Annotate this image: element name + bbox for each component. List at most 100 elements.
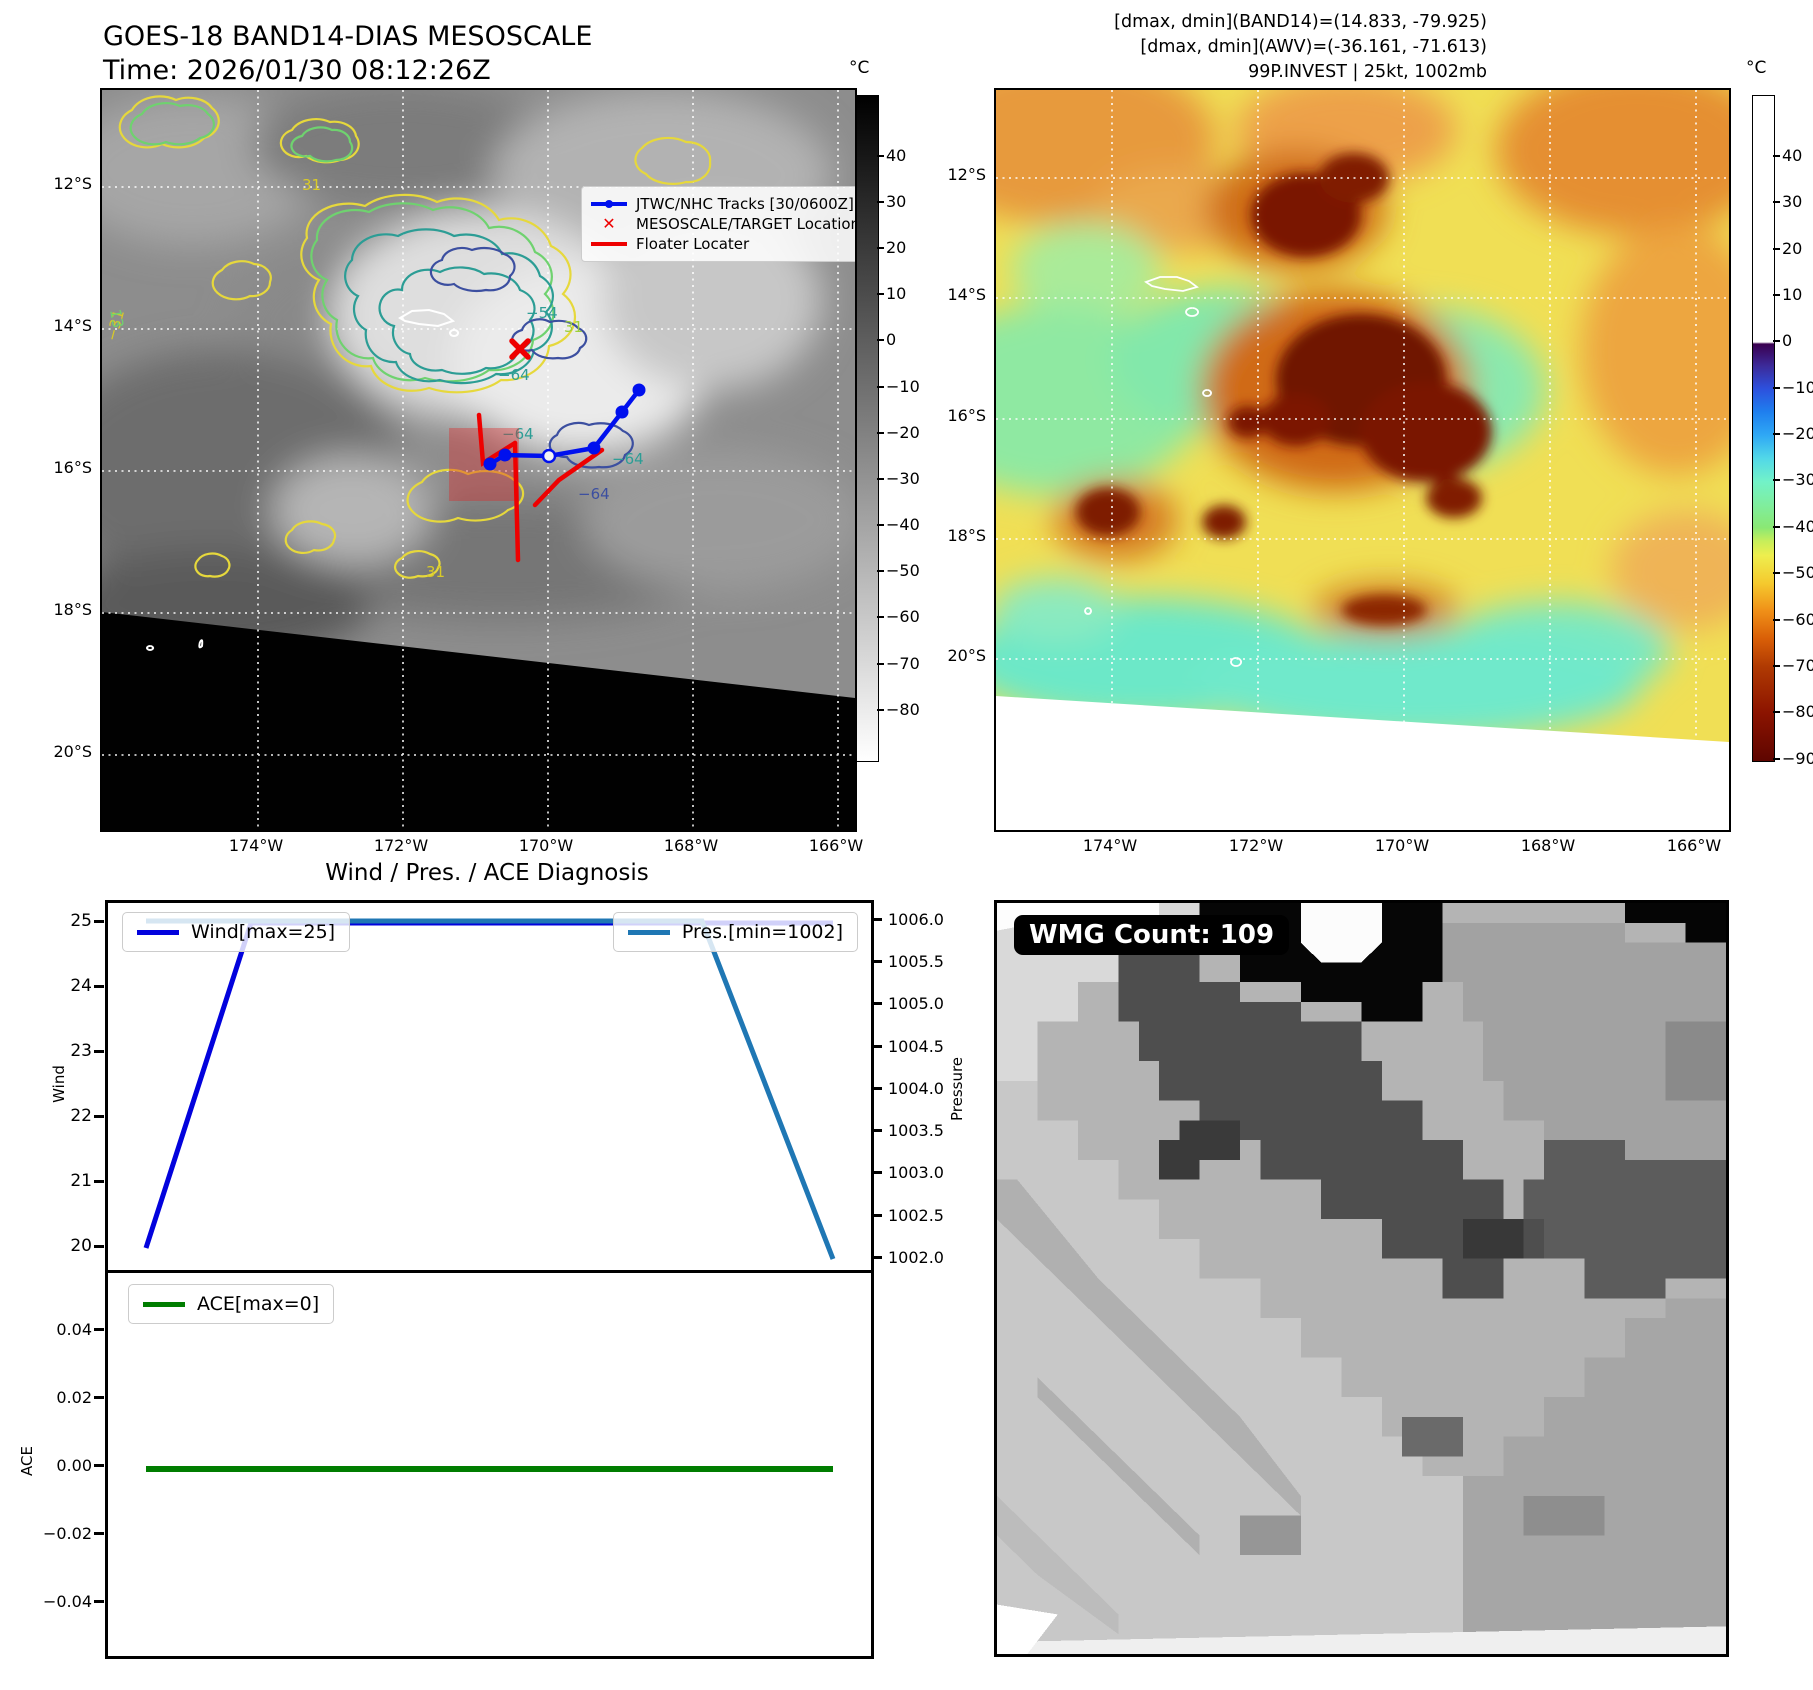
storm-info: [dmax, dmin](BAND14)=(14.833, -79.925) [… [1027,10,1487,85]
wmg-count-badge: WMG Count: 109 [1014,915,1290,955]
lon-label: 168°W [663,836,719,855]
wind-series-line [143,920,833,1249]
diagnosis-title: Wind / Pres. / ACE Diagnosis [325,860,649,886]
legend-row-track: JTWC/NHC Tracks [30/0600Z] [591,194,855,214]
ace-legend: ACE[max=0] [128,1284,335,1324]
wind-tick: 20 [52,1236,104,1256]
lat-label: 16°S [947,406,986,425]
legend-label: JTWC/NHC Tracks [30/0600Z] [636,195,854,213]
wind-legend-label: Wind[max=25] [191,921,336,943]
ace-tick: 0.00 [32,1456,104,1475]
ace-lines [146,1466,833,1472]
svg-text:31: 31 [564,318,583,336]
ace-tick: 0.04 [32,1320,104,1339]
pres-tick: 1005.5 [872,952,944,971]
legend-row-floater: Floater Locater [591,234,855,254]
wind-swatch-icon [137,929,179,935]
ace-legend-label: ACE[max=0] [197,1293,320,1315]
map-legend: JTWC/NHC Tracks [30/0600Z] ✕ MESOSCALE/T… [581,186,857,262]
lat-label: 16°S [53,458,92,477]
wind-tick: 23 [52,1041,104,1061]
ace-tick: 0.02 [32,1388,104,1407]
lat-label: 20°S [53,742,92,761]
lon-label: 168°W [1520,836,1576,855]
colorbar-unit: °C [849,58,870,78]
pres-tick: 1004.0 [872,1079,944,1098]
wind-axis-label: Wind [49,1065,68,1103]
pres-axis-label: Pressure [948,1056,967,1122]
cloud-texture [102,90,855,660]
info-line: [dmax, dmin](BAND14)=(14.833, -79.925) [1114,12,1487,32]
ir-map: 31 −31 −54 31 −64 −64 −64 −64 31 13 [100,88,857,832]
wmg-art [997,903,1726,1654]
lon-label: 172°W [1228,836,1284,855]
svg-text:−64: −64 [578,485,610,503]
wind-legend: Wind[max=25] [122,912,351,952]
pres-series-line [146,918,836,1260]
wind-pres-lines [143,918,836,1260]
lat-label: 12°S [53,174,92,193]
floater-line-icon [591,242,627,246]
lon-label: 170°W [518,836,574,855]
awv-colorbar [1752,95,1775,762]
lon-label: 172°W [373,836,429,855]
lat-label: 18°S [947,526,986,545]
wind-tick: 24 [52,976,104,996]
legend-row-target: ✕ MESOSCALE/TARGET Location [591,214,857,234]
legend-label: MESOSCALE/TARGET Location [636,215,857,233]
pres-tick: 1002.5 [872,1206,944,1225]
ace-chart [105,1270,874,1659]
ace-tick: −0.02 [32,1524,104,1543]
wind-tick: 25 [52,911,104,931]
ace-tick: −0.04 [32,1592,104,1611]
lon-label: 170°W [1374,836,1430,855]
no-data-wedge [102,612,855,830]
target-x-icon [509,338,531,360]
cold-cloud-cores [1076,153,1492,625]
lat-label: 18°S [53,600,92,619]
svg-text:13: 13 [106,308,127,330]
wind-tick: 22 [52,1106,104,1126]
wind-pres-chart [105,900,874,1273]
colorbar-unit: °C [1746,58,1767,78]
ace-swatch-icon [143,1301,185,1307]
pres-tick: 1003.5 [872,1121,944,1140]
lat-label: 12°S [947,165,986,184]
tl-title-block: GOES-18 BAND14-DIAS MESOSCALE Time: 2026… [103,20,592,88]
lat-label: 14°S [53,316,92,335]
ace-axis-label: ACE [17,1446,36,1476]
awv-map-art [996,90,1729,830]
graticule [102,90,855,830]
svg-text:−64: −64 [498,366,530,384]
pres-legend: Pres.[min=1002] [612,912,858,952]
track-line-icon [591,200,627,208]
lat-label: 20°S [947,646,986,665]
pres-tick: 1006.0 [872,910,944,929]
wind-tick: 21 [52,1171,104,1191]
lon-label: 166°W [808,836,864,855]
svg-text:31: 31 [426,563,445,581]
tl-time: Time: 2026/01/30 08:12:26Z [103,55,491,86]
lon-label: 166°W [1666,836,1722,855]
wmg-panel [994,900,1729,1657]
ir-colorbar [856,95,879,762]
lon-label: 174°W [1082,836,1138,855]
contour-labels: 31 −31 −54 31 −64 −64 −64 −64 31 13 [102,176,643,581]
jtwc-track [483,383,646,471]
svg-text:−64: −64 [502,425,534,443]
lon-label: 174°W [228,836,284,855]
tl-title: GOES-18 BAND14-DIAS MESOSCALE [103,21,593,52]
pres-tick: 1002.0 [872,1248,944,1267]
no-data-wedge [996,696,1729,830]
lat-label: 14°S [947,285,986,304]
pres-tick: 1003.0 [872,1163,944,1182]
pres-swatch-icon [627,929,670,935]
svg-text:−54: −54 [526,304,558,322]
pres-legend-label: Pres.[min=1002] [681,921,843,943]
awv-map [994,88,1731,832]
info-line: [dmax, dmin](AWV)=(-36.161, -71.613) [1140,37,1487,57]
svg-text:31: 31 [302,176,321,194]
pres-tick: 1004.5 [872,1037,944,1056]
info-line: 99P.INVEST | 25kt, 1002mb [1248,62,1487,82]
